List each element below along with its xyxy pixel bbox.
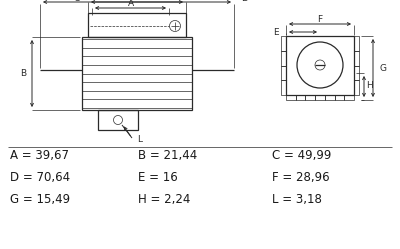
Bar bbox=[98, 110, 138, 130]
Bar bbox=[82, 37, 192, 110]
Text: D = 70,64: D = 70,64 bbox=[10, 171, 70, 184]
Bar bbox=[281, 51, 286, 65]
Bar bbox=[88, 13, 186, 37]
Text: A = 39,67: A = 39,67 bbox=[10, 148, 69, 162]
Bar bbox=[281, 36, 286, 51]
Bar bbox=[306, 95, 315, 100]
Bar bbox=[296, 95, 306, 100]
Bar bbox=[344, 95, 354, 100]
Text: B: B bbox=[20, 69, 26, 78]
Bar bbox=[286, 95, 296, 100]
Text: G: G bbox=[379, 63, 386, 72]
Bar bbox=[354, 65, 359, 80]
Bar bbox=[354, 51, 359, 65]
Text: B = 21,44: B = 21,44 bbox=[138, 148, 197, 162]
Text: F = 28,96: F = 28,96 bbox=[272, 171, 330, 184]
Text: L = 3,18: L = 3,18 bbox=[272, 192, 322, 205]
Bar bbox=[354, 80, 359, 95]
Bar bbox=[315, 95, 325, 100]
Text: C = 49,99: C = 49,99 bbox=[272, 148, 331, 162]
Bar bbox=[325, 95, 334, 100]
Text: H: H bbox=[366, 81, 373, 90]
Text: E: E bbox=[273, 27, 279, 37]
Text: D: D bbox=[241, 0, 248, 2]
Bar bbox=[354, 36, 359, 51]
Text: A: A bbox=[128, 0, 134, 8]
Text: C: C bbox=[74, 0, 80, 2]
Bar bbox=[281, 80, 286, 95]
Bar bbox=[286, 36, 354, 95]
Text: G = 15,49: G = 15,49 bbox=[10, 192, 70, 205]
Text: F: F bbox=[318, 15, 322, 24]
Text: H = 2,24: H = 2,24 bbox=[138, 192, 190, 205]
Text: E = 16: E = 16 bbox=[138, 171, 178, 184]
Text: L: L bbox=[137, 134, 142, 143]
Bar bbox=[281, 65, 286, 80]
Bar bbox=[334, 95, 344, 100]
